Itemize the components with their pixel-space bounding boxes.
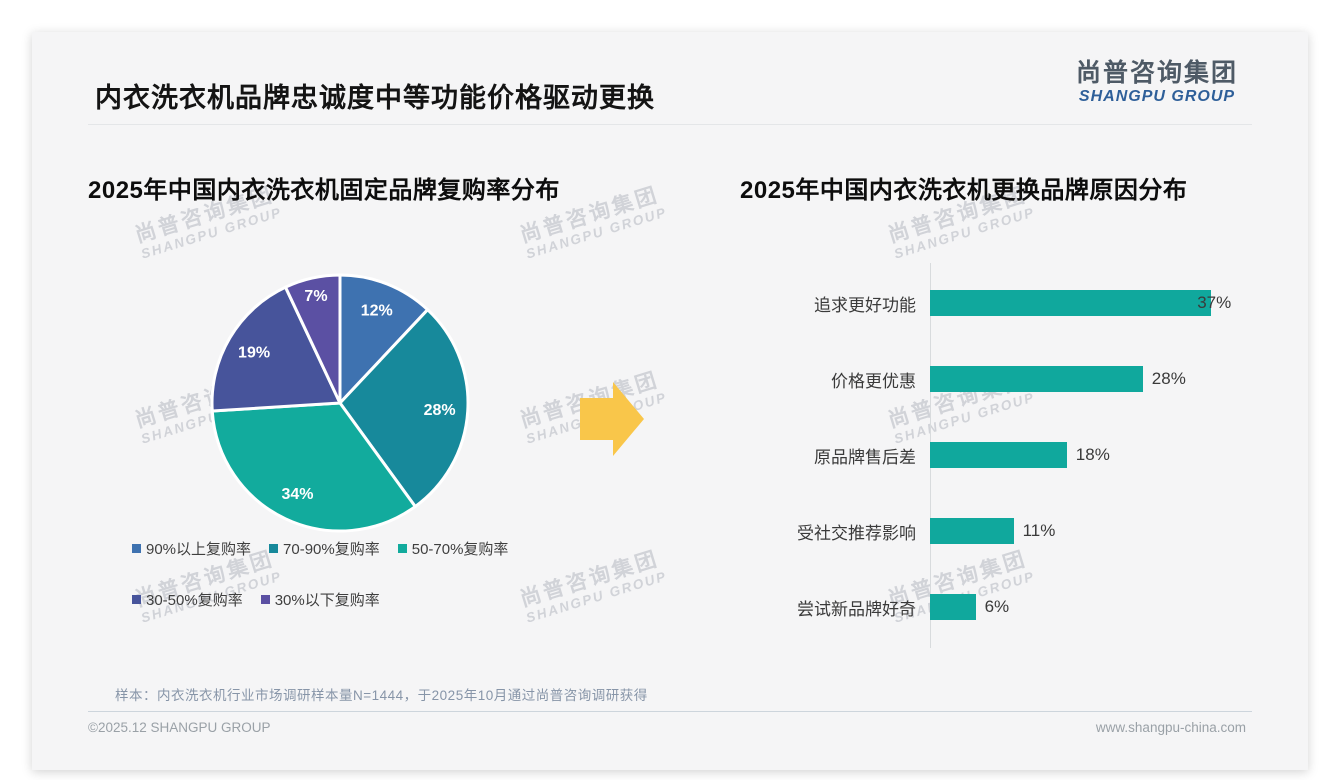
pie-slice: [338, 308, 470, 509]
bar-row: 尝试新品牌好奇 6%: [682, 569, 1231, 645]
pie-slice: [284, 273, 342, 405]
legend-label: 90%以上复购率: [146, 541, 252, 558]
website-text: www.shangpu-china.com: [1095, 720, 1246, 735]
copyright-text: ©2025.12 SHANGPU GROUP: [88, 720, 271, 735]
legend-item: 30%以下复购率: [260, 589, 380, 610]
pie-slice: [338, 273, 430, 405]
pie-slice: [210, 401, 417, 533]
slide-card: 尚普咨询集团 SHANGPU GROUP 尚普咨询集团 SHANGPU GROUP 尚普…: [32, 32, 1308, 770]
legend-label: 30%以下复购率: [274, 592, 380, 609]
bar-chart: 追求更好功能 37% 价格更优惠 28% 原品牌售后差 18% 受社交推荐影响 11% 尝试新品…: [682, 265, 1231, 645]
footer-divider: [88, 711, 1252, 712]
bar-value-label: 6%: [984, 597, 1010, 616]
legend-item: 50-70%复购率: [397, 538, 509, 559]
watermark-english: SHANGPU GROUP: [524, 204, 669, 262]
legend-marker: [397, 544, 407, 553]
bar: [930, 518, 1014, 544]
legend-label: 50-70%复购率: [411, 541, 509, 558]
pie-chart-title: 2025年中国内衣洗衣机固定品牌复购率分布: [88, 177, 560, 204]
legend-label: 30-50%复购率: [146, 592, 243, 609]
bar-category-label: 原品牌售后差: [814, 447, 916, 467]
bar-category-label: 尝试新品牌好奇: [797, 599, 916, 619]
sample-footnote: 样本：内衣洗衣机行业市场调研样本量N=1444，于2025年10月通过尚普咨询调…: [115, 688, 648, 703]
pie-chart: 12% 28% 34% 19% 7%: [210, 273, 470, 533]
bar: [930, 442, 1067, 468]
bar-value-label: 11%: [1022, 521, 1056, 540]
bar: [930, 366, 1143, 392]
bar: [930, 594, 976, 620]
bar-category-label: 追求更好功能: [814, 295, 916, 315]
bar-row: 受社交推荐影响 11%: [682, 493, 1231, 569]
bar-row: 追求更好功能 37%: [682, 265, 1231, 341]
bar-row: 价格更优惠 28%: [682, 341, 1231, 417]
title-divider: [88, 124, 1252, 125]
pie-legend: 90%以上复购率 70-90%复购率 50-70%复购率 30-50%复购率 30%以下…: [132, 538, 612, 610]
pie-slice-label: 19%: [238, 345, 270, 362]
bar-category-label: 受社交推荐影响: [797, 523, 916, 543]
legend-label: 70-90%复购率: [283, 541, 380, 558]
legend-marker: [269, 544, 279, 553]
right-arrow-icon: [580, 382, 644, 456]
watermark-english: SHANGPU GROUP: [892, 204, 1037, 262]
logo-chinese-text: 尚普咨询集团: [1075, 59, 1238, 87]
bar-row: 原品牌售后差 18%: [682, 417, 1231, 493]
legend-row: 30-50%复购率 30%以下复购率: [132, 589, 612, 610]
bar: [930, 290, 1212, 316]
legend-item: 30-50%复购率: [132, 589, 243, 610]
pie-slice: [210, 285, 342, 413]
pie-slice-label: 7%: [304, 288, 327, 305]
legend-item: 90%以上复购率: [132, 538, 251, 559]
bar-value-label: 37%: [1197, 293, 1232, 312]
pie-slice-label: 28%: [424, 402, 456, 419]
page-title: 内衣洗衣机品牌忠诚度中等功能价格驱动更换: [95, 83, 655, 113]
bar-category-label: 价格更优惠: [831, 371, 916, 391]
pie-slice-label: 34%: [281, 486, 313, 503]
logo-english-text: SHANGPU GROUP: [1078, 88, 1236, 105]
bar-chart-title: 2025年中国内衣洗衣机更换品牌原因分布: [740, 177, 1188, 204]
company-logo: 尚普咨询集团 SHANGPU GROUP: [1076, 58, 1238, 106]
legend-marker: [132, 544, 141, 553]
legend-row: 90%以上复购率 70-90%复购率 50-70%复购率: [132, 538, 612, 559]
bar-value-label: 18%: [1075, 445, 1110, 464]
legend-marker: [132, 595, 141, 604]
pie-slice-label: 12%: [361, 303, 393, 320]
legend-item: 70-90%复购率: [269, 538, 380, 559]
legend-marker: [260, 595, 270, 604]
bar-value-label: 28%: [1151, 369, 1186, 388]
